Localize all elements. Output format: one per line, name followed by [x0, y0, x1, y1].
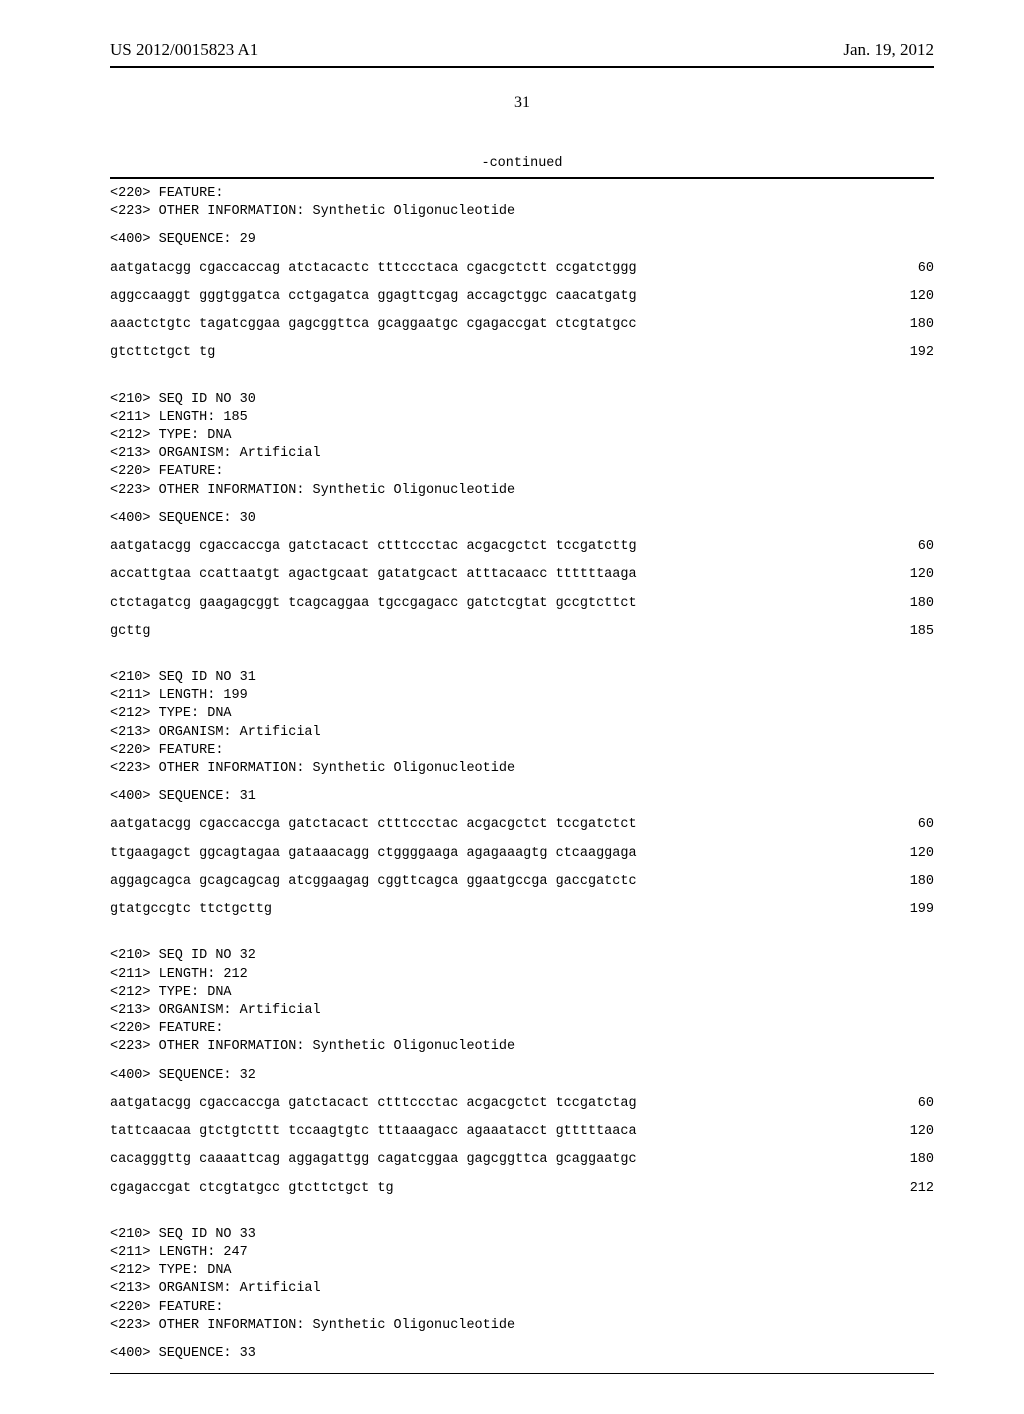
sequence-text: gtatgccgtc ttctgcttg	[110, 901, 272, 919]
sequence-row: aggagcagca gcagcagcag atcggaagag cggttca…	[110, 873, 934, 891]
sequence-header: <400> SEQUENCE: 29	[110, 231, 934, 249]
sequence-position: 212	[910, 1180, 934, 1198]
sequence-position: 180	[910, 316, 934, 334]
sequence-text: aaactctgtc tagatcggaa gagcggttca gcaggaa…	[110, 316, 637, 334]
sequence-position: 185	[910, 623, 934, 641]
sequence-text: cgagaccgat ctcgtatgcc gtcttctgct tg	[110, 1180, 394, 1198]
sequence-text: tattcaacaa gtctgtcttt tccaagtgtc tttaaag…	[110, 1123, 637, 1141]
sequence-header: <400> SEQUENCE: 31	[110, 788, 934, 806]
sequence-position: 60	[918, 538, 934, 556]
sequence-meta-line: <213> ORGANISM: Artificial	[110, 724, 934, 742]
sequence-row: gtcttctgct tg 192	[110, 344, 934, 362]
sequence-row: aatgatacgg cgaccaccag atctacactc tttccct…	[110, 260, 934, 278]
sequence-meta-line: <223> OTHER INFORMATION: Synthetic Oligo…	[110, 760, 934, 778]
sequence-row: aggccaaggt gggtggatca cctgagatca ggagttc…	[110, 288, 934, 306]
sequence-row: aatgatacgg cgaccaccga gatctacact ctttccc…	[110, 538, 934, 556]
sequence-row: aatgatacgg cgaccaccga gatctacact ctttccc…	[110, 1095, 934, 1113]
sequence-meta-line: <210> SEQ ID NO 30	[110, 391, 934, 409]
sequence-header: <400> SEQUENCE: 32	[110, 1067, 934, 1085]
sequence-meta-line: <223> OTHER INFORMATION: Synthetic Oligo…	[110, 203, 934, 221]
sequence-row: cgagaccgat ctcgtatgcc gtcttctgct tg 212	[110, 1180, 934, 1198]
sequence-position: 60	[918, 816, 934, 834]
sequence-position: 120	[910, 1123, 934, 1141]
sequence-meta-line: <220> FEATURE:	[110, 1020, 934, 1038]
sequence-text: aatgatacgg cgaccaccga gatctacact ctttccc…	[110, 538, 637, 556]
sequence-position: 60	[918, 260, 934, 278]
sequence-text: aatgatacgg cgaccaccag atctacactc tttccct…	[110, 260, 637, 278]
sequence-meta-line: <211> LENGTH: 212	[110, 966, 934, 984]
sequence-row: accattgtaa ccattaatgt agactgcaat gatatgc…	[110, 566, 934, 584]
sequence-row: aatgatacgg cgaccaccga gatctacact ctttccc…	[110, 816, 934, 834]
sequence-meta-line: <213> ORGANISM: Artificial	[110, 445, 934, 463]
sequence-position: 180	[910, 1151, 934, 1169]
sequence-text: accattgtaa ccattaatgt agactgcaat gatatgc…	[110, 566, 637, 584]
sequence-position: 199	[910, 901, 934, 919]
sequence-position: 180	[910, 873, 934, 891]
listing-bottom-rule	[110, 1373, 934, 1374]
sequence-meta-line: <212> TYPE: DNA	[110, 427, 934, 445]
sequence-position: 180	[910, 595, 934, 613]
publication-number: US 2012/0015823 A1	[110, 40, 258, 60]
sequence-row: gtatgccgtc ttctgcttg 199	[110, 901, 934, 919]
listing-top-rule	[110, 177, 934, 179]
sequence-text: aggccaaggt gggtggatca cctgagatca ggagttc…	[110, 288, 637, 306]
sequence-meta-line: <220> FEATURE:	[110, 463, 934, 481]
sequence-meta-line: <210> SEQ ID NO 33	[110, 1226, 934, 1244]
sequence-row: ttgaagagct ggcagtagaa gataaacagg ctgggga…	[110, 845, 934, 863]
sequence-meta-line: <211> LENGTH: 199	[110, 687, 934, 705]
sequence-meta-line: <213> ORGANISM: Artificial	[110, 1280, 934, 1298]
sequence-row: aaactctgtc tagatcggaa gagcggttca gcaggaa…	[110, 316, 934, 334]
sequence-row: cacagggttg caaaattcag aggagattgg cagatcg…	[110, 1151, 934, 1169]
sequence-meta-line: <210> SEQ ID NO 31	[110, 669, 934, 687]
sequence-meta-line: <223> OTHER INFORMATION: Synthetic Oligo…	[110, 482, 934, 500]
sequence-row: tattcaacaa gtctgtcttt tccaagtgtc tttaaag…	[110, 1123, 934, 1141]
sequence-meta-line: <212> TYPE: DNA	[110, 1262, 934, 1280]
sequence-row: ctctagatcg gaagagcggt tcagcaggaa tgccgag…	[110, 595, 934, 613]
sequence-header: <400> SEQUENCE: 30	[110, 510, 934, 528]
sequence-position: 120	[910, 288, 934, 306]
page-number: 31	[110, 94, 934, 112]
sequence-position: 60	[918, 1095, 934, 1113]
sequence-meta-line: <212> TYPE: DNA	[110, 705, 934, 723]
sequence-meta-line: <220> FEATURE:	[110, 1299, 934, 1317]
sequence-text: aatgatacgg cgaccaccga gatctacact ctttccc…	[110, 1095, 637, 1113]
sequence-meta-line: <223> OTHER INFORMATION: Synthetic Oligo…	[110, 1038, 934, 1056]
sequence-text: ttgaagagct ggcagtagaa gataaacagg ctgggga…	[110, 845, 637, 863]
sequence-text: aatgatacgg cgaccaccga gatctacact ctttccc…	[110, 816, 637, 834]
sequence-position: 120	[910, 566, 934, 584]
sequence-meta-line: <211> LENGTH: 247	[110, 1244, 934, 1262]
sequence-row: gcttg 185	[110, 623, 934, 641]
sequence-text: ctctagatcg gaagagcggt tcagcaggaa tgccgag…	[110, 595, 637, 613]
publication-date: Jan. 19, 2012	[843, 40, 934, 60]
continued-label: -continued	[110, 156, 934, 171]
header-rule	[110, 66, 934, 68]
sequence-text: gcttg	[110, 623, 151, 641]
sequence-position: 120	[910, 845, 934, 863]
sequence-meta-line: <220> FEATURE:	[110, 185, 934, 203]
sequence-text: gtcttctgct tg	[110, 344, 215, 362]
sequence-meta-line: <220> FEATURE:	[110, 742, 934, 760]
sequence-text: cacagggttg caaaattcag aggagattgg cagatcg…	[110, 1151, 637, 1169]
sequence-text: aggagcagca gcagcagcag atcggaagag cggttca…	[110, 873, 637, 891]
sequence-header: <400> SEQUENCE: 33	[110, 1345, 934, 1363]
sequence-meta-line: <213> ORGANISM: Artificial	[110, 1002, 934, 1020]
sequence-meta-line: <212> TYPE: DNA	[110, 984, 934, 1002]
sequence-meta-line: <211> LENGTH: 185	[110, 409, 934, 427]
sequence-position: 192	[910, 344, 934, 362]
sequence-meta-line: <210> SEQ ID NO 32	[110, 947, 934, 965]
